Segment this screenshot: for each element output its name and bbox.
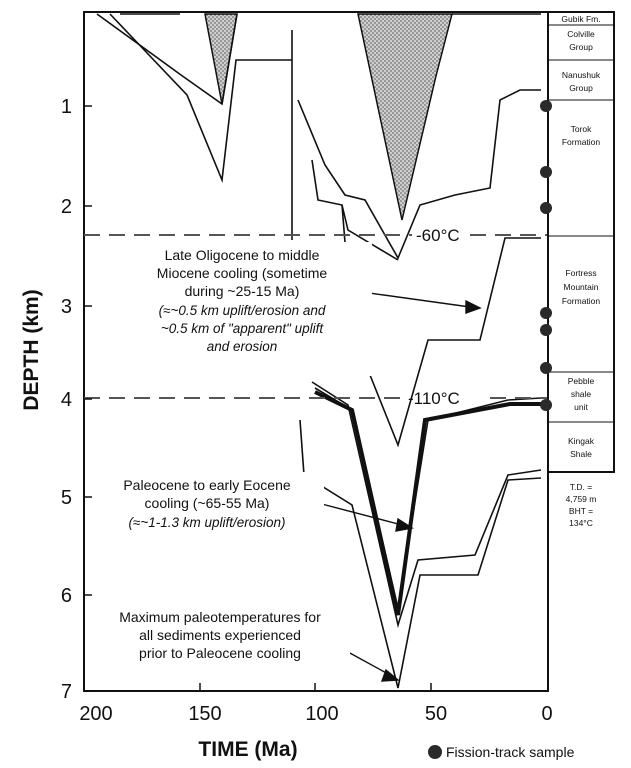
svg-text:prior to Paleocene cooling: prior to Paleocene cooling (139, 645, 301, 661)
fission-track-sample (540, 324, 552, 336)
y-tick-label: 3 (61, 296, 72, 318)
fission-track-sample (540, 202, 552, 214)
strat-torok-1: Torok (571, 124, 593, 134)
well-info-1: T.D. = (570, 482, 592, 492)
fission-track-sample (540, 399, 552, 411)
svg-text:(≈~0.5 km uplift/erosion and: (≈~0.5 km uplift/erosion and (159, 303, 326, 318)
y-tick-label: 6 (61, 585, 72, 607)
fission-track-sample (540, 307, 552, 319)
strat-kingak-1: Kingak (568, 436, 595, 446)
x-tick-label: 150 (188, 703, 221, 725)
annotation-maximum: Maximum paleotemperatures for all sedime… (92, 604, 350, 670)
burial-curve-2 (109, 13, 292, 184)
legend-label: Fission-track sample (446, 744, 575, 760)
y-tick-label: 5 (61, 487, 72, 509)
y-tick-label: 7 (61, 681, 72, 703)
strat-pebble-3: unit (574, 402, 588, 412)
shaded-region-tertiary (357, 13, 453, 221)
y-axis-ticks (84, 105, 92, 692)
strat-nanushuk-1: Nanushuk (562, 70, 601, 80)
svg-text:cooling (~65-55 Ma): cooling (~65-55 Ma) (145, 495, 270, 511)
fission-track-sample (540, 100, 552, 112)
strat-fortress-2: Mountain (564, 282, 599, 292)
fission-track-sample (540, 166, 552, 178)
fission-track-sample (540, 362, 552, 374)
strat-torok-2: Formation (562, 137, 601, 147)
svg-text:all sediments experienced: all sediments experienced (139, 627, 301, 643)
svg-text:Miocene cooling (sometime: Miocene cooling (sometime (157, 265, 328, 281)
isotherm-60-label: -60°C (416, 226, 460, 245)
y-tick-label: 2 (61, 196, 72, 218)
y-axis-title: DEPTH (km) (20, 289, 43, 410)
well-info-4: 134°C (569, 518, 593, 528)
well-info-3: BHT = (569, 506, 593, 516)
strat-colville-2: Group (569, 42, 593, 52)
burial-curve-heavy (314, 390, 541, 616)
strat-gubik: Gubik Fm. (561, 14, 600, 24)
legend-sample-icon (428, 745, 442, 759)
burial-curve-8 (311, 381, 542, 629)
y-tick-label: 1 (61, 96, 72, 118)
svg-text:Late Oligocene to middle: Late Oligocene to middle (165, 247, 320, 263)
svg-text:(≈~1-1.3 km uplift/erosion): (≈~1-1.3 km uplift/erosion) (128, 515, 285, 530)
strat-pebble-1: Pebble (568, 376, 595, 386)
isotherm-110-label: -110°C (408, 389, 460, 408)
strat-pebble-2: shale (571, 389, 592, 399)
strat-kingak-2: Shale (570, 449, 592, 459)
svg-text:during ~25-15 Ma): during ~25-15 Ma) (185, 283, 300, 299)
fission-track-samples (540, 100, 552, 411)
x-tick-label: 200 (79, 703, 112, 725)
x-axis-title: TIME (Ma) (198, 738, 297, 761)
x-tick-label: 0 (541, 703, 552, 725)
strat-colville-1: Colville (567, 29, 595, 39)
annotation-oligocene: Late Oligocene to middle Miocene cooling… (112, 242, 372, 376)
svg-text:~0.5 km of "apparent" uplift: ~0.5 km of "apparent" uplift (161, 321, 325, 336)
strat-nanushuk-2: Group (569, 83, 593, 93)
x-tick-label: 100 (305, 703, 338, 725)
annotation-paleocene: Paleocene to early Eocene cooling (~65-5… (92, 472, 324, 544)
svg-text:Paleocene to early Eocene: Paleocene to early Eocene (123, 477, 291, 493)
stratigraphic-column: Gubik Fm. Colville Group Nanushuk Group … (547, 11, 615, 528)
burial-curve-4 (297, 89, 541, 260)
y-tick-label: 4 (61, 389, 72, 411)
strat-fortress-3: Formation (562, 296, 601, 306)
legend: Fission-track sample (428, 744, 575, 760)
annotation-arrows (317, 291, 482, 682)
x-axis-ticks (199, 683, 432, 691)
well-info-2: 4,759 m (566, 494, 597, 504)
svg-text:and erosion: and erosion (207, 339, 278, 354)
x-tick-label: 50 (425, 703, 447, 725)
svg-text:Maximum paleotemperatures for: Maximum paleotemperatures for (119, 609, 321, 625)
strat-fortress-1: Fortress (565, 268, 596, 278)
